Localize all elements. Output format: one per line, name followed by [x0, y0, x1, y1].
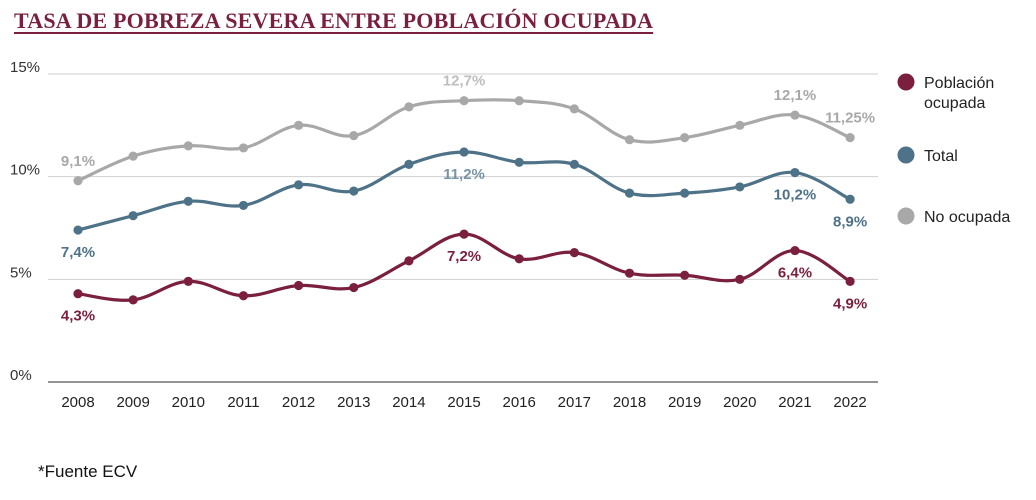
data-point [349, 186, 359, 196]
data-label: 11,2% [443, 166, 485, 183]
y-tick-label: 5% [10, 264, 32, 281]
data-point [294, 180, 304, 190]
data-point [624, 135, 635, 145]
data-point [128, 151, 138, 161]
data-point [183, 141, 193, 151]
data-point [294, 280, 304, 291]
series-line [76, 232, 852, 302]
data-point [514, 254, 524, 264]
data-point [735, 120, 745, 130]
data-point [514, 96, 524, 106]
data-point [73, 289, 83, 299]
x-tick-label: 2015 [447, 394, 480, 411]
data-point [845, 133, 855, 143]
data-point [845, 276, 855, 286]
data-point [294, 120, 304, 130]
data-label: 4,9% [833, 295, 867, 312]
data-label: 7,4% [61, 244, 95, 261]
data-point [183, 276, 193, 286]
legend-label: Total [924, 148, 958, 165]
data-point [459, 147, 469, 157]
data-label: 11,25% [825, 110, 875, 127]
data-label: 10,2% [774, 187, 817, 204]
x-tick-label: 2008 [61, 394, 94, 411]
data-labels: 4,3% 7,2% 6,4% 4,9% 7,4% 11,2% 10,2% 8,9% 9,1% 12… [61, 73, 875, 325]
data-point [680, 133, 690, 143]
data-point [238, 143, 249, 153]
data-label: 4,3% [61, 308, 95, 325]
data-point [459, 96, 469, 106]
data-point [73, 176, 83, 186]
data-point [624, 188, 635, 198]
data-label: 12,7% [443, 73, 486, 90]
legend-swatch [897, 207, 915, 225]
legend: Población ocupada Total No ocupada [897, 73, 1010, 226]
data-label: 12,1% [774, 87, 817, 104]
series-line [76, 150, 852, 232]
x-tick-label: 2013 [337, 394, 370, 411]
legend-label: Población [924, 75, 994, 92]
x-tick-label: 2017 [558, 394, 591, 411]
data-label: 7,2% [447, 248, 481, 265]
data-point [238, 291, 249, 301]
data-label: 9,1% [61, 153, 95, 170]
legend-swatch [897, 73, 915, 91]
x-tick-label: 2020 [723, 394, 756, 411]
data-label: 6,4% [778, 265, 812, 282]
source-note: *Fuente ECV [38, 462, 138, 481]
data-point [404, 102, 414, 112]
data-point [790, 167, 800, 178]
data-point [790, 245, 800, 256]
y-tick-label: 15% [10, 59, 40, 76]
x-tick-label: 2021 [778, 394, 811, 411]
legend-label: No ocupada [924, 209, 1010, 226]
x-tick-label: 2014 [392, 394, 425, 411]
data-label: 8,9% [833, 213, 867, 230]
data-point [404, 159, 414, 169]
data-point [569, 248, 579, 258]
data-point [459, 229, 469, 239]
data-point [183, 196, 193, 206]
x-tick-label: 2011 [227, 394, 259, 411]
data-point [349, 131, 359, 141]
x-tick-label: 2009 [116, 394, 149, 411]
y-tick-label: 10% [10, 162, 40, 179]
data-point [624, 268, 635, 278]
data-point [569, 159, 579, 169]
data-point [128, 295, 138, 305]
data-point [73, 225, 83, 235]
x-tick-label: 2012 [282, 394, 315, 411]
y-tick-label: 0% [10, 367, 32, 384]
x-tick-label: 2022 [833, 394, 866, 411]
data-point [238, 200, 249, 211]
x-tick-label: 2019 [668, 394, 701, 411]
data-point [680, 270, 690, 280]
data-point [569, 104, 579, 114]
legend-swatch [897, 146, 915, 164]
data-point [128, 211, 138, 221]
legend-label: ocupada [924, 95, 985, 112]
x-tick-label: 2018 [613, 394, 646, 411]
data-point [735, 182, 745, 192]
x-tick-label: 2016 [503, 394, 536, 411]
data-point [845, 194, 855, 204]
data-point [790, 110, 800, 120]
data-point [404, 256, 414, 266]
data-point [349, 282, 359, 293]
chart-title: TASA DE POBREZA SEVERA ENTRE POBLACIÓN O… [14, 8, 654, 33]
data-point [680, 188, 690, 198]
data-point [735, 274, 745, 284]
axes: 0% 5% 10% 15% 2008 2009 2010 2011 2012 2013 2014 20… [10, 59, 878, 411]
x-tick-label: 2010 [172, 394, 205, 411]
data-point [514, 157, 524, 167]
series-lines [73, 96, 855, 305]
